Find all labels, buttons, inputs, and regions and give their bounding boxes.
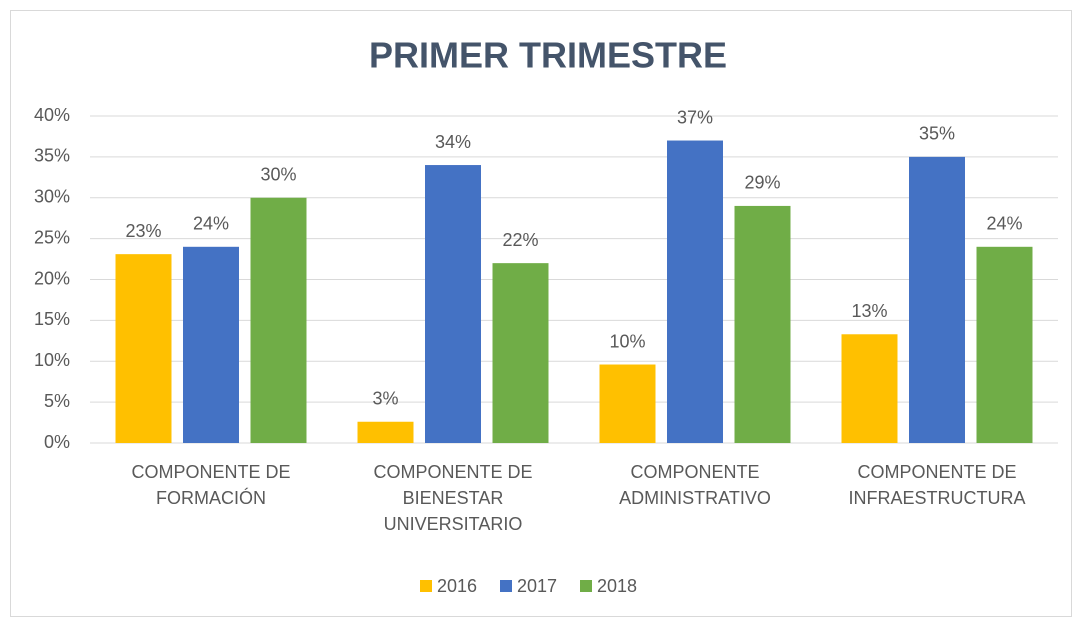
bar — [909, 156, 965, 443]
x-tick-label: COMPONENTE DE BIENESTAR UNIVERSITARIO — [373, 462, 533, 534]
chart-title: PRIMER TRIMESTRE — [369, 35, 727, 76]
data-label: 24% — [193, 214, 229, 234]
bar — [115, 254, 172, 443]
data-label: 22% — [502, 230, 538, 250]
y-tick-label: 25% — [34, 227, 70, 247]
y-tick-label: 20% — [34, 268, 70, 288]
data-label: 13% — [851, 301, 887, 321]
bar — [357, 421, 414, 443]
bar — [425, 165, 481, 444]
y-tick-label: 35% — [34, 146, 70, 166]
bar — [250, 197, 307, 443]
data-label: 3% — [372, 388, 398, 408]
bar — [667, 140, 723, 443]
legend-swatch — [500, 580, 512, 592]
y-tick-label: 15% — [34, 309, 70, 329]
legend-label: 2017 — [517, 576, 557, 596]
bar — [841, 334, 898, 443]
data-label: 10% — [609, 331, 645, 351]
legend-label: 2016 — [437, 576, 477, 596]
legend-swatch — [420, 580, 432, 592]
bar — [599, 364, 656, 443]
y-tick-label: 40% — [34, 105, 70, 125]
x-tick-label: COMPONENTE ADMINISTRATIVO — [619, 462, 771, 508]
bar — [492, 263, 549, 443]
data-label: 37% — [677, 107, 713, 127]
x-tick-label: COMPONENTE DE FORMACIÓN — [131, 462, 291, 508]
y-tick-label: 5% — [44, 391, 70, 411]
y-tick-label: 10% — [34, 350, 70, 370]
y-tick-label: 0% — [44, 432, 70, 452]
legend-label: 2018 — [597, 576, 637, 596]
data-label: 29% — [744, 173, 780, 193]
x-tick-label: COMPONENTE DE INFRAESTRUCTURA — [848, 462, 1026, 508]
legend-swatch — [580, 580, 592, 592]
bar — [734, 205, 791, 443]
data-label: 24% — [986, 214, 1022, 234]
bar — [183, 246, 239, 443]
bar — [976, 246, 1033, 443]
data-label: 35% — [919, 124, 955, 144]
data-label: 34% — [435, 132, 471, 152]
y-tick-label: 30% — [34, 187, 70, 207]
data-label: 30% — [260, 165, 296, 185]
data-label: 23% — [125, 221, 161, 241]
